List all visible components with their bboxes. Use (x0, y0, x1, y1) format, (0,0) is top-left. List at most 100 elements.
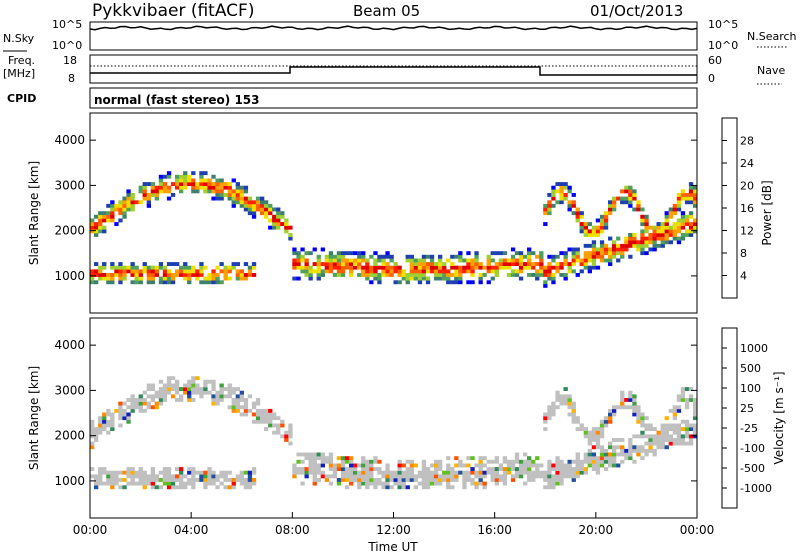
heatmap-cell (684, 193, 690, 197)
heatmap-cell (612, 452, 617, 457)
heatmap-cell (676, 218, 682, 223)
heatmap-cell (470, 456, 475, 461)
heatmap-cell (688, 211, 694, 216)
heatmap-cell (373, 251, 378, 256)
heatmap-cell (518, 470, 524, 475)
heatmap-cell (122, 478, 127, 482)
heatmap-cell (122, 200, 127, 205)
heatmap-cell (106, 218, 111, 223)
heatmap-cell (620, 448, 625, 453)
heatmap-cell (304, 474, 309, 479)
heatmap-cell (425, 485, 431, 490)
heatmap-cell (272, 225, 277, 230)
heatmap-cell (377, 481, 382, 486)
heatmap-cell (110, 273, 115, 277)
heatmap-cell (215, 273, 220, 277)
heatmap-cell (595, 233, 601, 237)
heatmap-cell (191, 376, 196, 381)
heatmap-cell (280, 423, 285, 428)
heatmap-cell (543, 474, 548, 479)
heatmap-cell (506, 273, 512, 277)
heatmap-cell (591, 247, 597, 252)
heatmap-cell (599, 251, 605, 256)
heatmap-cell (490, 470, 495, 475)
heatmap-cell (373, 478, 378, 482)
heatmap-cell (514, 251, 520, 256)
heatmap-cell (624, 236, 629, 241)
heatmap-cell (656, 434, 661, 439)
heatmap-cell (357, 265, 362, 270)
heatmap-cell (179, 394, 184, 399)
heatmap-cell (118, 478, 123, 482)
heatmap-cell (223, 394, 228, 399)
heatmap-cell (664, 225, 669, 230)
heatmap-cell (251, 401, 257, 406)
heatmap-cell (523, 467, 528, 471)
heatmap-cell (215, 189, 220, 194)
heatmap-cell (603, 243, 609, 248)
heatmap-cell (551, 185, 556, 190)
heatmap-cell (680, 218, 686, 223)
heatmap-cell (235, 405, 240, 410)
heatmap-cell (146, 265, 151, 270)
heatmap-cell (365, 273, 370, 277)
heatmap-cell (150, 383, 155, 388)
heatmap-cell (369, 481, 374, 486)
heatmap-cell (466, 463, 471, 468)
heatmap-cell (620, 247, 625, 252)
heatmap-cell (616, 452, 621, 457)
heatmap-cell (559, 470, 564, 475)
heatmap-cell (417, 273, 423, 277)
heatmap-cell (98, 474, 103, 479)
heatmap-cell (187, 398, 192, 402)
heatmap-cell (296, 251, 301, 256)
heatmap-cell (142, 269, 147, 274)
heatmap-cell (110, 214, 115, 219)
heatmap-cell (122, 276, 127, 281)
heatmap-cell (575, 416, 580, 421)
heatmap-cell (110, 218, 115, 223)
heatmap-cell (620, 390, 625, 395)
heatmap-cell (90, 229, 95, 234)
heatmap-cell (126, 265, 131, 270)
heatmap-cell (608, 211, 613, 216)
heatmap-cell (595, 265, 601, 270)
heatmap-cell (126, 207, 131, 212)
heatmap-cell (215, 193, 220, 197)
heatmap-cell (490, 478, 495, 482)
heatmap-cell (575, 218, 580, 223)
heatmap-cell (636, 416, 641, 421)
heatmap-cell (510, 247, 516, 252)
heatmap-cell (231, 193, 236, 197)
heatmap-cell (688, 438, 694, 442)
heatmap-cell (118, 265, 123, 270)
heatmap-cell (551, 463, 556, 468)
heatmap-cell (106, 211, 111, 216)
heatmap-cell (547, 207, 552, 212)
heatmap-cell (450, 262, 455, 266)
heatmap-cell (494, 265, 499, 270)
heatmap-cell (377, 254, 382, 259)
heatmap-cell (98, 419, 103, 424)
heatmap-cell (369, 474, 374, 479)
heatmap-cell (514, 269, 520, 274)
heatmap-cell (421, 258, 427, 263)
heatmap-cell (393, 265, 398, 270)
heatmap-cell (94, 273, 99, 277)
heatmap-cell (438, 265, 443, 270)
heatmap-cell (162, 387, 168, 391)
heatmap-cell (462, 474, 467, 479)
heatmap-cell (110, 423, 115, 428)
heatmap-cell (583, 456, 588, 461)
heatmap-cell (268, 207, 273, 212)
heatmap-cell (434, 276, 439, 281)
heatmap-cell (470, 269, 475, 274)
heatmap-cell (154, 265, 159, 270)
heatmap-cell (381, 269, 386, 274)
heatmap-cell (652, 229, 657, 234)
heatmap-cell (219, 189, 224, 194)
heatmap-cell (527, 265, 532, 270)
heatmap-cell (636, 445, 641, 450)
